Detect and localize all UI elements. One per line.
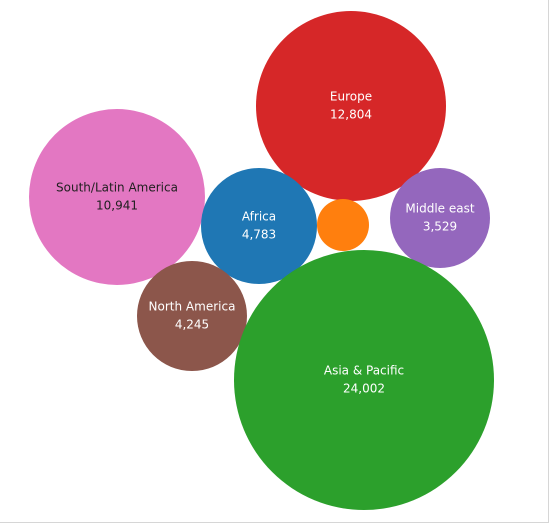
- bubble-middle-east[interactable]: [390, 168, 490, 268]
- bubble-asia-and-pacific[interactable]: [234, 250, 494, 510]
- bubble-unlabeled[interactable]: [317, 199, 369, 251]
- bubble-south-latin-america[interactable]: [29, 109, 205, 285]
- bubble-africa[interactable]: [201, 168, 317, 284]
- bubble-north-america[interactable]: [137, 261, 247, 371]
- bubble-europe[interactable]: [256, 11, 446, 201]
